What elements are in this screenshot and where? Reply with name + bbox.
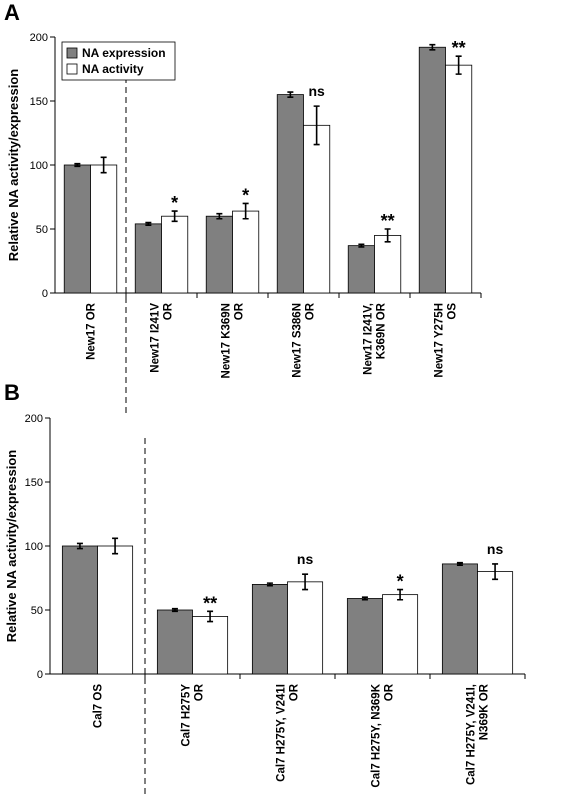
error-bar	[361, 596, 368, 601]
x-tick-label: New17 S386NOR	[292, 302, 317, 377]
error-bar	[358, 243, 365, 248]
significance-label: ns	[297, 551, 314, 567]
significance-label: ns	[308, 83, 325, 99]
y-axis-title: Relative NA activity/expression	[6, 69, 21, 261]
panel-label: A	[4, 0, 20, 25]
error-bar	[216, 212, 223, 220]
y-axis-title: Relative NA activity/expression	[4, 450, 19, 642]
bar	[287, 581, 324, 675]
bar	[418, 46, 446, 294]
x-tick-label: Cal7 H275Y, V241I,N369K OR	[466, 683, 491, 785]
error-bar	[302, 573, 309, 591]
bar	[382, 594, 419, 675]
significance-label: **	[381, 211, 395, 231]
significance-label: *	[397, 572, 404, 592]
x-tick-label: New17 I241VOR	[150, 302, 175, 372]
panel-label: B	[4, 380, 20, 405]
significance-label: **	[203, 593, 217, 613]
error-bar	[171, 607, 178, 613]
bar	[251, 584, 288, 675]
legend-swatch	[66, 47, 78, 59]
legend-label: NA expression	[82, 46, 166, 60]
significance-label: *	[242, 185, 249, 205]
y-tick-label: 50	[36, 224, 48, 236]
bar	[97, 545, 134, 675]
legend-swatch	[66, 63, 78, 75]
error-bar	[145, 221, 152, 226]
y-tick-label: 150	[30, 96, 48, 108]
y-tick-label: 150	[25, 477, 43, 489]
error-bar	[313, 105, 320, 146]
bar	[192, 616, 229, 675]
error-bar	[455, 55, 462, 75]
significance-label: ns	[487, 541, 504, 557]
error-bar	[100, 156, 107, 174]
bar	[161, 215, 189, 294]
bar	[63, 164, 91, 294]
significance-label: **	[452, 38, 466, 58]
bar	[232, 210, 260, 294]
y-tick-label: 200	[30, 32, 48, 44]
bar	[90, 164, 118, 294]
y-tick-label: 100	[30, 160, 48, 172]
bar	[61, 545, 98, 675]
x-tick-label: New17 OR	[86, 302, 98, 360]
y-tick-label: 0	[42, 288, 48, 300]
error-bar	[492, 563, 499, 581]
significance-label: *	[171, 193, 178, 213]
error-bar	[429, 43, 436, 51]
error-bar	[456, 561, 463, 566]
x-tick-label: New17 K369NOR	[221, 302, 246, 378]
bar	[134, 223, 162, 294]
bar	[445, 64, 473, 294]
bar	[374, 234, 402, 294]
legend-box	[61, 41, 176, 81]
error-bar	[384, 228, 391, 243]
bar	[477, 571, 514, 675]
x-tick-label: Cal7 H275Y, V241IOR	[276, 683, 301, 782]
bar	[441, 563, 478, 675]
bar	[156, 609, 193, 675]
x-tick-label: Cal7 H275Y, N369KOR	[371, 683, 396, 787]
bar	[303, 124, 331, 294]
x-tick-label: Cal7 H275YOR	[181, 683, 206, 746]
bar	[276, 94, 304, 294]
y-tick-label: 50	[31, 605, 43, 617]
legend-label: NA activity	[82, 62, 144, 76]
x-tick-label: New17 I241V,K369N OR	[363, 302, 388, 375]
error-bar	[266, 582, 273, 587]
x-tick-label: Cal7 OS	[93, 684, 105, 728]
error-bar	[171, 210, 178, 223]
error-bar	[207, 610, 214, 623]
error-bar	[397, 588, 404, 601]
error-bar	[76, 542, 83, 550]
y-tick-label: 100	[25, 541, 43, 553]
error-bar	[112, 537, 119, 555]
x-tick-label: New17 Y275HOS	[434, 303, 459, 378]
bar	[347, 245, 375, 294]
error-bar	[242, 202, 249, 220]
bar	[346, 598, 383, 675]
y-tick-label: 0	[37, 669, 43, 681]
y-tick-label: 200	[25, 413, 43, 425]
error-bar	[74, 162, 81, 168]
error-bar	[287, 91, 294, 98]
bar	[205, 215, 233, 294]
